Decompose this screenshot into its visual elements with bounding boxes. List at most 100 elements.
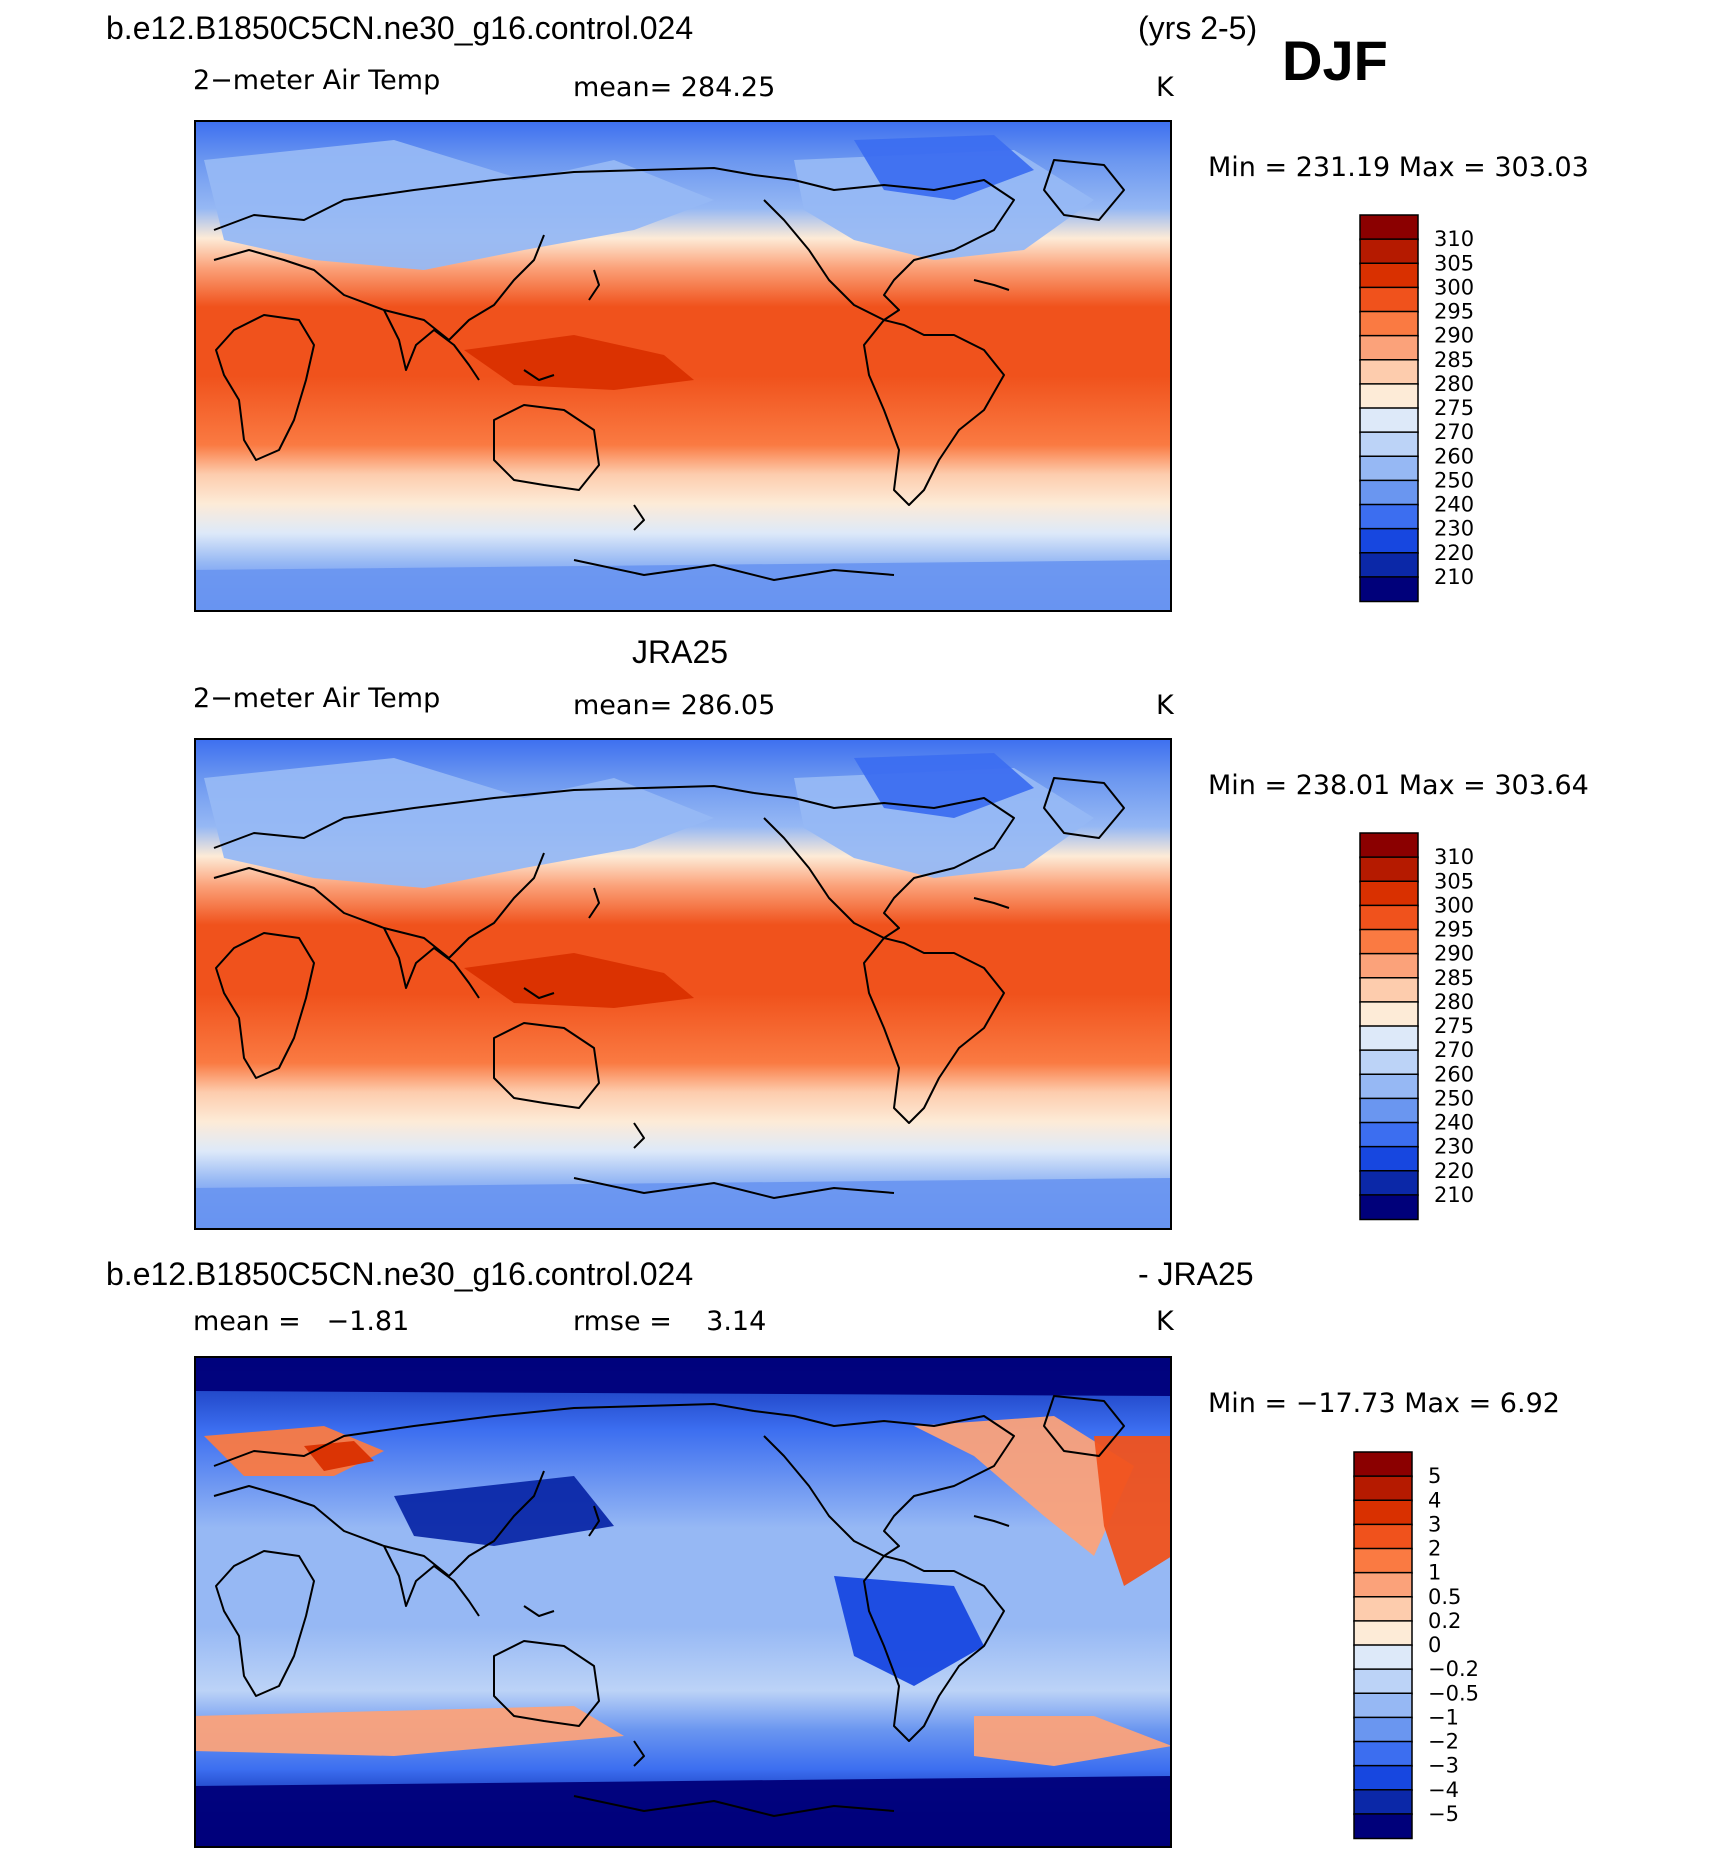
colorbar-band [1359, 1049, 1419, 1076]
colorbar-band [1353, 1451, 1413, 1478]
coastline-segment [1043, 1395, 1125, 1457]
colorbar-band [1353, 1692, 1413, 1719]
colorbar-band [1359, 952, 1419, 979]
cold-antarctica [194, 1178, 1172, 1230]
coastline-segment [1043, 159, 1125, 221]
colorbar-tick-label: 300 [1434, 275, 1474, 299]
colorbar-band [1359, 262, 1419, 289]
colorbar-band [1359, 1170, 1419, 1197]
colorbar-band [1359, 503, 1419, 530]
coastline-segment [215, 314, 315, 461]
russia-warm-core [304, 1441, 374, 1471]
colorbar-tick-label: 230 [1434, 1135, 1474, 1159]
colorbar-tick-label: 300 [1434, 893, 1474, 917]
colorbar-tick-label: 250 [1434, 1086, 1474, 1110]
panel3-mean-label: mean = [193, 1306, 301, 1337]
colorbar-tick-label: 210 [1434, 565, 1474, 589]
colorbar-band [1353, 1644, 1413, 1671]
coastline-segment [753, 174, 1015, 321]
panel3-mean-value: −1.81 [326, 1306, 410, 1337]
cold-north-america [794, 768, 1094, 878]
map-frame [194, 120, 1172, 612]
colorbar-band [1353, 1547, 1413, 1574]
coastline-segment [973, 1515, 1010, 1527]
panel2-mean-value: 286.05 [680, 690, 776, 721]
colorbar-tick-label: 290 [1434, 324, 1474, 348]
colorbar-tick-label: 0.2 [1428, 1609, 1461, 1633]
colorbar-tick-label: 280 [1434, 372, 1474, 396]
coastline-segment [973, 279, 1010, 291]
arctic-deficit [194, 1356, 1172, 1396]
colorbar-tick-label: 240 [1434, 1111, 1474, 1135]
colorbar-band [1359, 527, 1419, 554]
coastline-segment [573, 1177, 895, 1199]
coastline-segment [213, 167, 755, 231]
cold-north-america [794, 150, 1094, 260]
coastline-segment [383, 309, 480, 381]
coastline-segment [523, 987, 555, 999]
colorbar-band [1353, 1740, 1413, 1767]
colorbar-tick-label: 275 [1434, 396, 1474, 420]
colorbar-tick-label: −1 [1428, 1705, 1459, 1729]
colorbar-band [1359, 431, 1419, 458]
panel3-units: K [1156, 1306, 1174, 1337]
colorbar-band [1359, 383, 1419, 410]
panel2-units: K [1156, 690, 1174, 721]
colorbar-band [1359, 1025, 1419, 1052]
colorbar-tick-label: 3 [1428, 1512, 1441, 1536]
colorbar-band [1359, 928, 1419, 955]
colorbar-band [1359, 455, 1419, 482]
coastline-segment [863, 319, 1005, 506]
colorbar-band [1353, 1499, 1413, 1526]
coastlines [213, 159, 1125, 581]
panel3-title-right: - JRA25 [1138, 1256, 1254, 1292]
coastline-segment [213, 785, 755, 849]
colorbar-band [1359, 407, 1419, 434]
colorbar-band [1359, 1001, 1419, 1028]
colorbar-band [1353, 1523, 1413, 1550]
colorbar-band [1359, 977, 1419, 1004]
colorbar-tick-label: 260 [1434, 444, 1474, 468]
colorbar-band [1359, 1073, 1419, 1100]
colorbar-band [1353, 1764, 1413, 1791]
europe-east-warm [1094, 1436, 1172, 1586]
panel2-map-plot [194, 738, 1172, 1230]
panel2-mean: mean= 286.05 [573, 690, 775, 721]
southern-ocean-warm [194, 1706, 624, 1756]
colorbar-tick-label: 305 [1434, 869, 1474, 893]
coastline-segment [383, 927, 480, 999]
coastline-segment [573, 559, 895, 581]
colorbar-tick-label: 290 [1434, 942, 1474, 966]
coastline-segment [573, 1795, 895, 1817]
warm-pool [464, 335, 694, 390]
colorbar-band [1353, 1668, 1413, 1695]
colorbar-band [1359, 880, 1419, 907]
colorbar-tick-label: −3 [1428, 1754, 1459, 1778]
panel2-minmax: Min = 238.01 Max = 303.64 [1208, 770, 1589, 801]
panel1-map-plot [194, 120, 1172, 612]
colorbar-band [1353, 1596, 1413, 1623]
panel2-colorbar: 3103053002952902852802752702602502402302… [1359, 832, 1474, 1221]
asia-cold-anomaly [394, 1476, 614, 1546]
colorbar-tick-label: 230 [1434, 517, 1474, 541]
warm-pool [464, 953, 694, 1008]
coastline-segment [493, 1640, 600, 1727]
colorbar-tick-label: 240 [1434, 493, 1474, 517]
antarctic-deficit [194, 1776, 1172, 1848]
season-label: DJF [1282, 29, 1388, 92]
colorbar-band [1359, 310, 1419, 337]
coastline-segment [213, 234, 545, 341]
coastline-segment [588, 269, 600, 301]
colorbar-tick-label: 4 [1428, 1488, 1441, 1512]
coastline-segment [215, 1550, 315, 1697]
colorbar-band [1359, 576, 1419, 603]
coastline-segment [493, 404, 600, 491]
colorbar-tick-label: 295 [1434, 918, 1474, 942]
colorbar-tick-label: 5 [1428, 1464, 1441, 1488]
colorbar-tick-label: −4 [1428, 1778, 1459, 1802]
colorbar-tick-label: 0.5 [1428, 1585, 1461, 1609]
colorbar-tick-label: 1 [1428, 1561, 1441, 1585]
panel1-units: K [1156, 72, 1174, 103]
panel3-mean: mean = −1.81 [193, 1306, 409, 1337]
